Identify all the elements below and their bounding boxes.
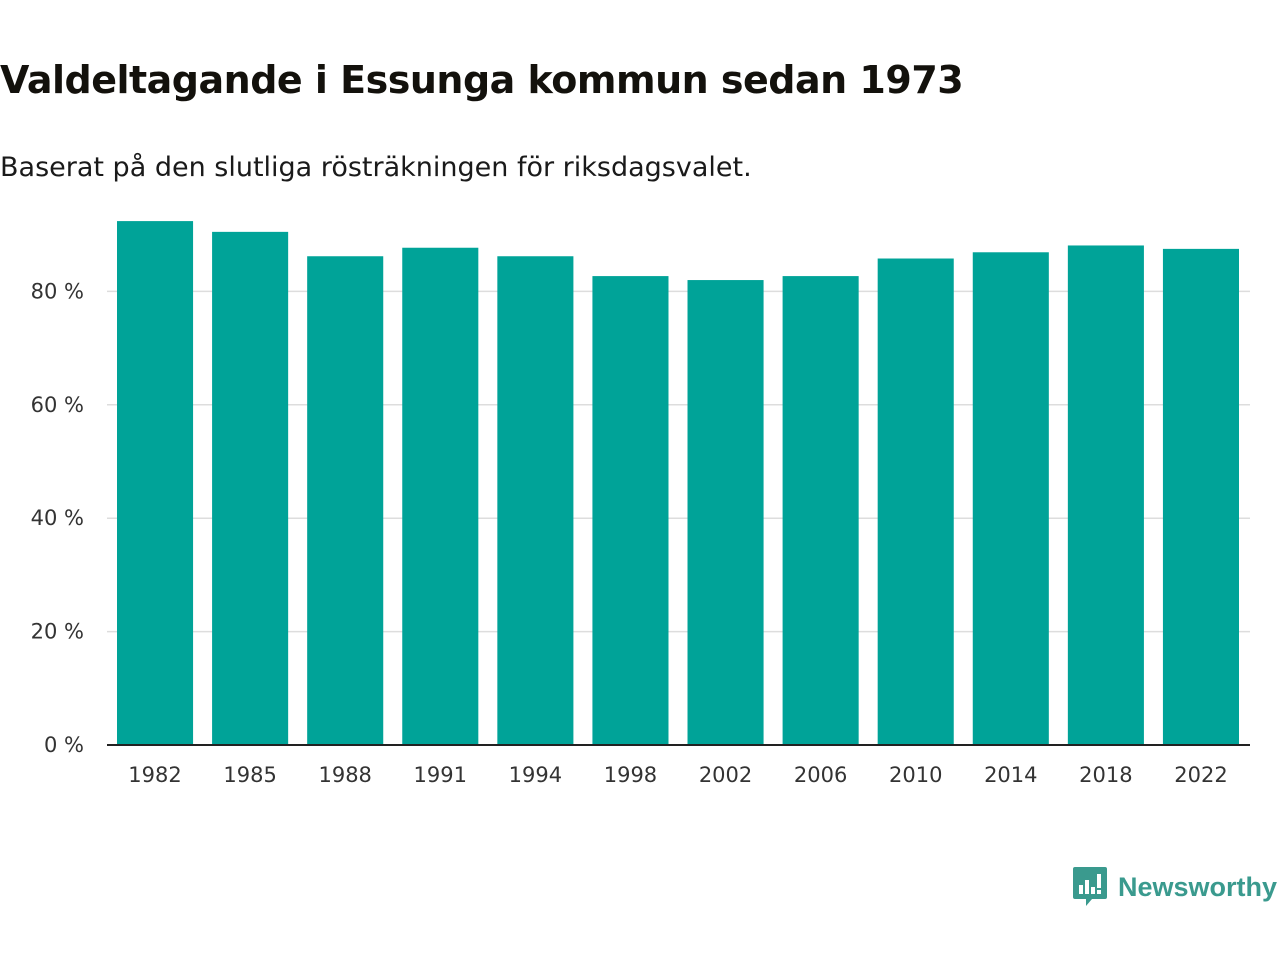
bar-2002 <box>687 280 764 745</box>
bar-1988 <box>307 256 384 745</box>
x-tick-label: 2014 <box>984 763 1037 787</box>
gridlines <box>107 290 1250 633</box>
y-tick-label: 80 % <box>31 279 84 303</box>
bar-2022 <box>1162 248 1239 745</box>
x-tick-label: 2002 <box>699 763 752 787</box>
x-tick-label: 1988 <box>318 763 371 787</box>
x-tick-label: 2006 <box>794 763 847 787</box>
x-tick-label: 2022 <box>1174 763 1227 787</box>
bar-1985 <box>212 231 289 746</box>
bar-1991 <box>402 247 479 745</box>
bar-2018 <box>1067 245 1144 745</box>
y-tick-label: 20 % <box>31 620 84 644</box>
x-axis-ticks: 1982 1985 1988 1991 1994 1998 2002 2006 2010 2014… <box>128 763 1227 787</box>
bars <box>117 221 1239 746</box>
y-tick-label: 60 % <box>31 393 84 417</box>
newsworthy-logo: Newsworthy <box>1072 866 1277 908</box>
chart-subtitle: Baserat på den slutliga rösträkningen fö… <box>0 152 752 183</box>
x-tick-label: 1991 <box>414 763 467 787</box>
x-tick-label: 1994 <box>509 763 562 787</box>
x-tick-label: 1982 <box>128 763 181 787</box>
x-tick-label: 1985 <box>223 763 276 787</box>
y-axis-ticks: 0 % 20 % 40 % 60 % 80 % <box>31 279 84 757</box>
bar-1982 <box>117 221 194 746</box>
bar-1998 <box>592 276 669 745</box>
y-tick-label: 40 % <box>31 506 84 530</box>
x-tick-label: 2010 <box>889 763 942 787</box>
chart-title: Valdeltagande i Essunga kommun sedan 197… <box>0 58 964 102</box>
bar-1994 <box>497 256 574 745</box>
y-tick-label: 0 % <box>44 733 84 757</box>
newsworthy-logo-text: Newsworthy <box>1118 871 1278 902</box>
bar-2010 <box>877 258 954 745</box>
x-tick-label: 2018 <box>1079 763 1132 787</box>
newsworthy-logo-icon <box>1073 867 1107 906</box>
bar-2014 <box>972 252 1049 746</box>
bar-2006 <box>782 276 859 745</box>
x-tick-label: 1998 <box>604 763 657 787</box>
